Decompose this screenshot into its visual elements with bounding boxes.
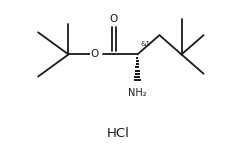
Text: O: O xyxy=(90,49,99,60)
Text: &1: &1 xyxy=(141,41,151,47)
Text: HCl: HCl xyxy=(107,127,130,140)
Text: O: O xyxy=(110,14,118,24)
Text: NH₂: NH₂ xyxy=(128,88,147,98)
